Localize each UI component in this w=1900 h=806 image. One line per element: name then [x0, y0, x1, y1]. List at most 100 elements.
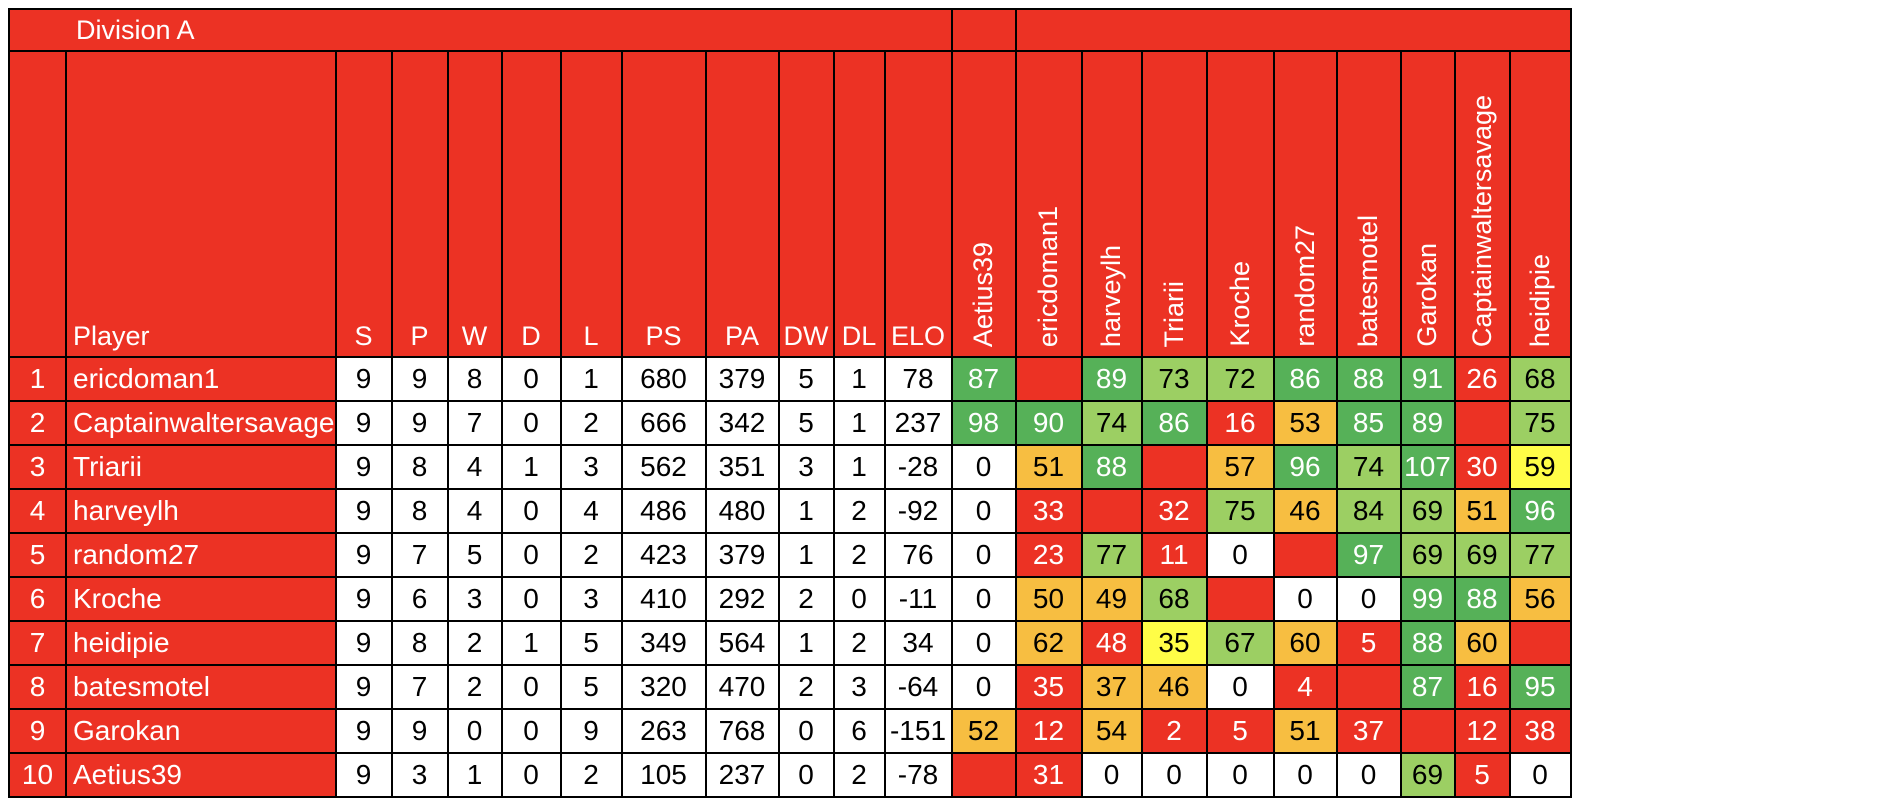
header-opponent-label: harveylh [1096, 244, 1126, 347]
header-opponent-label: Garokan [1412, 243, 1442, 347]
result-cell: 77 [1080, 532, 1143, 578]
rank-cell: 9 [8, 708, 67, 754]
result-cell: 30 [1453, 444, 1511, 490]
stat-cell: 2 [832, 488, 886, 534]
table-row: 9 Garokan 9 9 0 0 9 263 768 0 6 -151 52 12 54 2 5 51 37 12 3… [8, 708, 1572, 754]
header-opponent-label: batesmotel [1353, 214, 1383, 347]
result-cell: 74 [1080, 400, 1143, 446]
stat-cell: 410 [620, 576, 707, 622]
header-rank [8, 50, 67, 358]
result-cell: 38 [1508, 708, 1572, 754]
rank-cell: 6 [8, 576, 67, 622]
stat-cell: 470 [704, 664, 780, 710]
stat-cell: 1 [559, 356, 623, 402]
header-stat-dl: DL [832, 50, 886, 358]
header-opponent: random27 [1272, 50, 1338, 358]
result-cell: 46 [1140, 664, 1208, 710]
header-stat-ps: PS [620, 50, 707, 358]
stat-cell: 562 [620, 444, 707, 490]
stat-cell: 3 [390, 752, 449, 798]
result-cell: 0 [950, 532, 1017, 578]
rank-cell: 5 [8, 532, 67, 578]
result-cell: 67 [1205, 620, 1275, 666]
result-cell: 51 [1014, 444, 1083, 490]
rank-cell: 8 [8, 664, 67, 710]
player-name-cell: Aetius39 [65, 752, 337, 798]
stat-cell: 0 [500, 532, 562, 578]
table-row: 7 heidipie 9 8 2 1 5 349 564 1 2 34 0 62 48 35 67 60 5 88 60 [8, 620, 1572, 666]
result-cell: 88 [1080, 444, 1143, 490]
result-cell: 56 [1508, 576, 1572, 622]
result-cell: 35 [1014, 664, 1083, 710]
result-cell: 31 [1014, 752, 1083, 798]
result-cell: 57 [1205, 444, 1275, 490]
stat-cell: 4 [559, 488, 623, 534]
result-cell: 75 [1205, 488, 1275, 534]
stat-cell: 9 [334, 532, 393, 578]
result-cell: 0 [1272, 576, 1338, 622]
result-cell: 12 [1453, 708, 1511, 754]
stat-cell: 2 [832, 752, 886, 798]
result-cell: 68 [1508, 356, 1572, 402]
result-cell: 99 [1399, 576, 1456, 622]
stat-cell: 237 [883, 400, 953, 446]
standings-table: Division A Player S P W D L PS PA DW DL ELO Aetius… [8, 8, 1572, 798]
stat-cell: 9 [390, 400, 449, 446]
result-cell: 72 [1205, 356, 1275, 402]
result-cell: 49 [1080, 576, 1143, 622]
header-opponent-label: Captainwaltersavage [1466, 94, 1497, 347]
stat-cell: 480 [704, 488, 780, 534]
stat-cell: 237 [704, 752, 780, 798]
player-name-cell: Captainwaltersavage [65, 400, 337, 446]
result-cell: 48 [1080, 620, 1143, 666]
title-gap-cell [950, 8, 1017, 52]
stat-cell: 3 [777, 444, 835, 490]
player-name-cell: heidipie [65, 620, 337, 666]
header-opponent-label: ericdoman1 [1033, 205, 1063, 347]
result-cell: 69 [1453, 532, 1511, 578]
result-cell: 46 [1272, 488, 1338, 534]
header-opponent-label: random27 [1289, 225, 1320, 347]
header-stat-l: L [559, 50, 623, 358]
header-opponent-label: Aetius39 [968, 241, 998, 347]
stat-cell: 1 [777, 532, 835, 578]
result-cell: 97 [1335, 532, 1402, 578]
stat-cell: 105 [620, 752, 707, 798]
stat-cell: 5 [559, 664, 623, 710]
self-match-cell [1205, 576, 1275, 622]
stat-cell: 9 [390, 708, 449, 754]
stat-cell: 8 [390, 620, 449, 666]
result-cell: 85 [1335, 400, 1402, 446]
stat-cell: 2 [559, 532, 623, 578]
result-cell: 26 [1453, 356, 1511, 402]
player-name-cell: random27 [65, 532, 337, 578]
stat-cell: 8 [390, 488, 449, 534]
result-cell: 87 [1399, 664, 1456, 710]
stat-cell: -11 [883, 576, 953, 622]
stat-cell: 666 [620, 400, 707, 446]
result-cell: 60 [1272, 620, 1338, 666]
result-cell: 11 [1140, 532, 1208, 578]
result-cell: 37 [1335, 708, 1402, 754]
header-opponent: Kroche [1205, 50, 1275, 358]
title-results-cell [1014, 8, 1572, 52]
result-cell: 62 [1014, 620, 1083, 666]
header-player: Player [65, 50, 337, 358]
stat-cell: 342 [704, 400, 780, 446]
stat-cell: 9 [559, 708, 623, 754]
stat-cell: 1 [832, 400, 886, 446]
result-cell: 0 [950, 620, 1017, 666]
result-cell: 0 [1205, 664, 1275, 710]
stat-cell: 2 [777, 664, 835, 710]
stat-cell: 0 [832, 576, 886, 622]
stat-cell: 292 [704, 576, 780, 622]
stat-cell: -92 [883, 488, 953, 534]
header-stat-w: W [446, 50, 503, 358]
stat-cell: 4 [446, 488, 503, 534]
result-cell: 0 [1080, 752, 1143, 798]
result-cell: 0 [1205, 532, 1275, 578]
result-cell: 69 [1399, 488, 1456, 534]
result-cell: 52 [950, 708, 1017, 754]
stat-cell: 9 [334, 356, 393, 402]
table-row: 2 Captainwaltersavage 9 9 7 0 2 666 342 5 1 237 98 90… [8, 400, 1572, 446]
